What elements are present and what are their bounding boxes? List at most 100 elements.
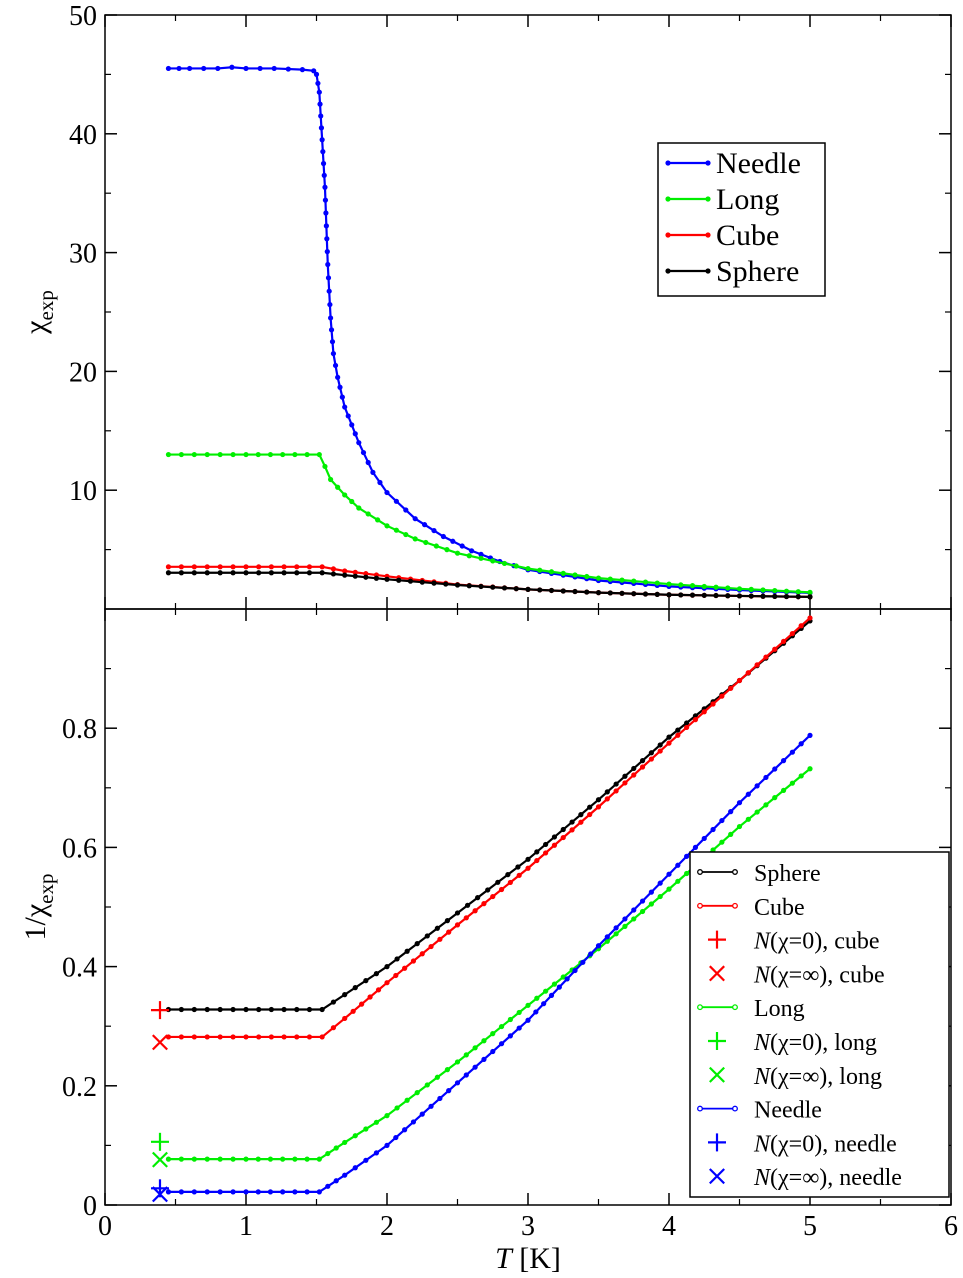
y-tick-label: 20 — [69, 357, 97, 388]
data-point — [613, 788, 619, 794]
legend-cross — [709, 1168, 725, 1185]
data-point — [419, 1111, 425, 1117]
data-point — [795, 594, 801, 600]
data-point — [760, 593, 766, 599]
data-point — [306, 1006, 313, 1013]
data-point — [648, 750, 654, 756]
data-point — [373, 1150, 380, 1156]
data-point — [595, 943, 602, 949]
data-point — [666, 592, 672, 598]
data-point — [256, 1034, 262, 1040]
data-point — [294, 564, 300, 570]
legend-label: Cube — [716, 219, 779, 252]
legend-plus — [708, 1133, 726, 1152]
data-point — [498, 886, 505, 893]
data-point — [215, 65, 221, 72]
data-point — [359, 1001, 365, 1007]
legend-dot — [665, 232, 671, 238]
data-point — [342, 568, 348, 574]
data-point — [463, 915, 469, 921]
data-point — [525, 865, 531, 871]
data-point — [505, 872, 511, 878]
data-point — [684, 853, 690, 859]
data-point — [537, 587, 543, 593]
data-point — [243, 1189, 249, 1195]
data-point — [294, 1006, 300, 1013]
data-point — [268, 570, 274, 576]
data-point — [631, 578, 637, 584]
data-point — [463, 1072, 469, 1078]
data-point — [537, 567, 543, 573]
data-point — [478, 555, 484, 561]
data-point — [654, 591, 660, 597]
data-point — [191, 451, 197, 458]
data-point — [424, 933, 430, 939]
data-point — [191, 1034, 197, 1040]
data-point — [534, 857, 540, 864]
data-point — [375, 517, 381, 523]
data-point — [516, 1025, 522, 1031]
data-point — [402, 965, 408, 971]
data-point — [607, 576, 613, 582]
data-point — [789, 749, 795, 755]
data-point — [349, 498, 355, 505]
data-point — [356, 440, 362, 446]
data-point — [229, 64, 235, 70]
data-point — [243, 570, 249, 576]
data-point — [548, 992, 555, 999]
data-point — [191, 1156, 197, 1162]
data-point — [178, 1034, 184, 1040]
data-point — [350, 1008, 356, 1014]
data-point — [666, 740, 672, 746]
data-point — [165, 451, 172, 458]
data-point — [515, 864, 521, 870]
data-point — [342, 404, 348, 410]
data-point — [330, 999, 337, 1005]
data-point — [320, 160, 327, 167]
data-point — [322, 463, 328, 470]
data-point — [328, 315, 334, 321]
data-point — [490, 1048, 496, 1055]
y-tick-label: 0.8 — [62, 714, 97, 745]
data-point — [256, 570, 262, 576]
data-point — [807, 594, 813, 600]
data-point — [556, 984, 562, 990]
y-tick-label: 0 — [83, 1191, 97, 1222]
marker-cross — [152, 1034, 168, 1051]
data-point — [472, 1045, 478, 1051]
legend-dot — [697, 1004, 703, 1011]
data-point — [292, 1156, 298, 1162]
data-point — [798, 741, 804, 747]
data-point — [498, 1023, 505, 1030]
data-point — [440, 533, 446, 540]
data-point — [352, 573, 358, 579]
legend-label: N(χ=∞), long — [753, 1064, 882, 1090]
series-needle — [165, 732, 813, 1195]
data-point — [631, 907, 637, 913]
data-point — [534, 995, 540, 1001]
data-point — [490, 558, 496, 564]
data-point — [548, 587, 555, 594]
data-point — [736, 823, 743, 830]
legend-label: Needle — [754, 1098, 822, 1124]
data-point — [268, 1006, 274, 1013]
data-point — [178, 570, 184, 576]
data-point — [178, 564, 184, 570]
data-point — [280, 1189, 286, 1195]
data-point — [772, 795, 778, 801]
marker-plus — [150, 1001, 169, 1020]
data-point — [342, 1015, 348, 1022]
data-point — [689, 583, 696, 589]
y-tick-label: 0.2 — [62, 1072, 97, 1103]
data-point — [434, 1074, 440, 1080]
data-point — [319, 137, 325, 143]
data-point — [578, 819, 584, 825]
data-point — [337, 384, 343, 390]
data-point — [335, 374, 341, 380]
marker-cross — [152, 1151, 168, 1168]
data-point — [328, 476, 334, 483]
data-point — [257, 65, 263, 72]
data-point — [191, 564, 197, 570]
bottom-panel: 0 1 2 3 4 5 6 0 0.2 0.4 0.6 0.8 1/χexp Sphere Cube N(χ=… — [19, 608, 958, 1242]
data-point — [495, 879, 501, 885]
